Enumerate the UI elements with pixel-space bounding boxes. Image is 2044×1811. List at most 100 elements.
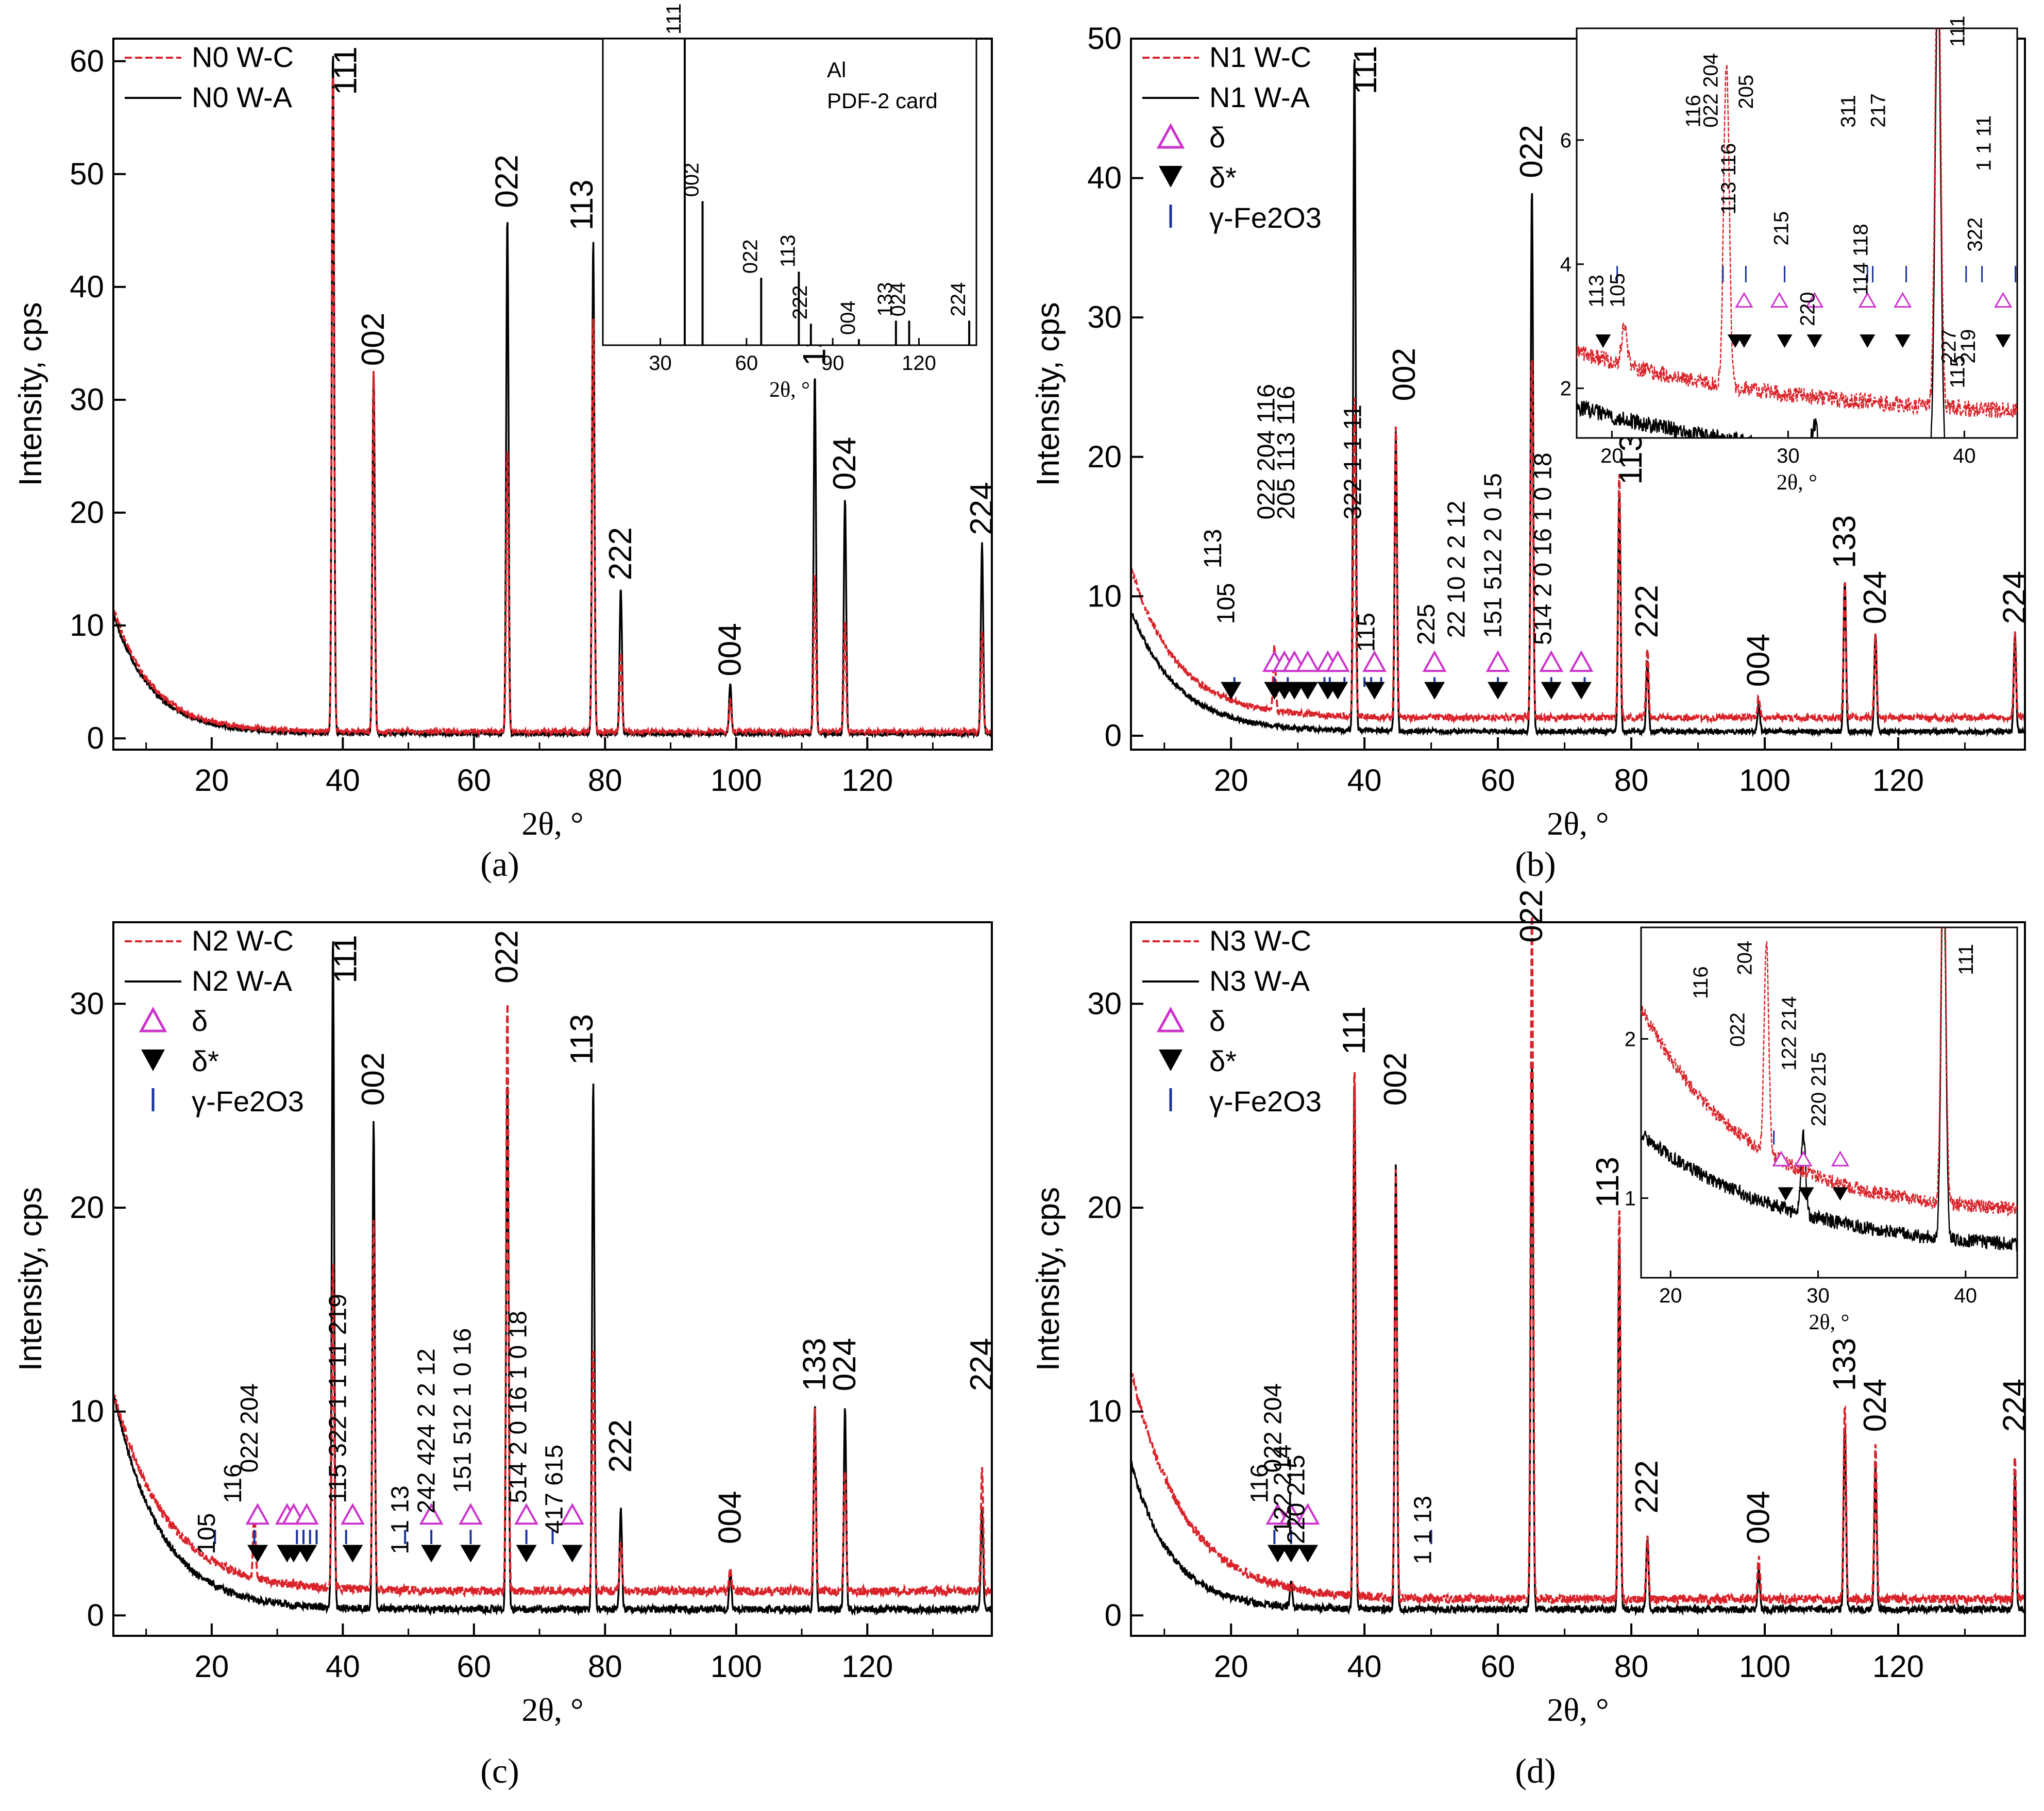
chart-panel-1: 20 40 60 80 100 120 0 10 20 30 40 50 2θ, ° Intensity,… (1031, 15, 2033, 842)
delta-star-marker (283, 1545, 304, 1563)
peak-label: 004 (712, 1491, 748, 1544)
legend-label: δ (1209, 121, 1225, 154)
delta-star-marker (296, 1545, 317, 1563)
inset-delta-marker (1858, 292, 1877, 308)
inset-y-tick-label: 2 (1625, 1028, 1636, 1051)
panel-label-c: (c) (480, 1751, 519, 1790)
legend-label: δ* (1209, 161, 1237, 194)
y-axis-label: Intensity, cps (1031, 302, 1066, 486)
inset-label: 115 (1946, 356, 1969, 388)
x-tick-label: 60 (457, 763, 491, 798)
inset-title: PDF-2 card (827, 89, 938, 113)
phase-label: 122 214 (1270, 1445, 1297, 1534)
inset-delta-marker (1805, 292, 1824, 308)
inset-label: 217 (1867, 93, 1890, 128)
delta-marker (560, 1503, 585, 1525)
inset-stick-label: 222 (789, 285, 812, 320)
chart-panel-2: 20 40 60 80 100 120 0 10 20 30 2θ, ° Intensity, cps… (13, 921, 1000, 1728)
inset-label: 116 (1682, 95, 1704, 128)
inset-x-tick-label: 30 (1777, 445, 1800, 467)
inset-frame (602, 38, 977, 346)
x-tick-label: 120 (1872, 1649, 1924, 1684)
peak-label: 022 (489, 930, 525, 983)
phase-label: 022 204 (236, 1383, 263, 1473)
inset-delta-star-marker (1595, 334, 1611, 348)
inset-x-tick-label: 20 (1659, 1284, 1682, 1307)
peak-label: 133 (1827, 1338, 1862, 1391)
y-tick-label: 60 (70, 44, 104, 78)
x-tick-label: 120 (841, 763, 893, 798)
panel-label-d: (d) (1515, 1751, 1556, 1790)
legend-label: N1 W-A (1209, 81, 1310, 113)
delta-marker (514, 1503, 538, 1525)
peak-label: 002 (1387, 348, 1422, 401)
peak-label: 004 (1741, 1491, 1776, 1544)
inset-delta-marker (1831, 1150, 1850, 1166)
delta-star-marker (342, 1545, 363, 1563)
inset-label: 113 (1585, 275, 1608, 308)
inset-stick-label: 004 (837, 300, 859, 335)
y-tick-label: 10 (70, 1394, 104, 1429)
x-tick-label: 120 (1872, 763, 1924, 798)
inset-label: 220 215 (1807, 1052, 1830, 1127)
y-axis-label: Intensity, cps (13, 1187, 48, 1371)
phase-label: 116 (219, 1464, 247, 1503)
inset-stick-label: 224 (947, 282, 970, 317)
y-tick-label: 10 (1087, 579, 1122, 613)
x-axis-label: 2θ, ° (1547, 805, 1609, 842)
inset-label: 114 118 (1849, 224, 1872, 295)
phase-label: 115 322 1 1 11 219 (325, 1294, 352, 1503)
phase-label: 113 (1200, 529, 1227, 569)
delta-marker (1295, 1503, 1320, 1525)
x-axis-label: 2θ, ° (521, 805, 583, 842)
series-line-n3-w-c (1130, 916, 2026, 1607)
delta-marker (1485, 650, 1510, 672)
legend-label: δ* (1209, 1045, 1237, 1077)
inset-delta-star-marker (1777, 334, 1793, 348)
x-tick-label: 40 (326, 1649, 360, 1684)
inset-x-tick-label: 40 (1954, 1284, 1978, 1307)
peak-label: 224 (1997, 571, 2033, 624)
inset-label: 220 (1797, 292, 1819, 326)
legend-delta-star-marker (1159, 1050, 1183, 1071)
delta-marker (1279, 1503, 1304, 1525)
delta-star-marker (1297, 1545, 1319, 1563)
peak-label: 002 (356, 1053, 391, 1106)
legend-label: N0 W-C (192, 41, 294, 73)
peak-label: 024 (827, 437, 863, 490)
phase-label: 115 (1353, 613, 1380, 652)
inset-label: 022 204 (1700, 53, 1722, 128)
peak-label: 222 (603, 527, 638, 580)
inset-x-tick-label: 60 (735, 352, 758, 375)
legend-delta-star-marker (141, 1050, 165, 1071)
peak-label: 222 (603, 1419, 638, 1473)
phase-label: 105 (193, 1513, 221, 1554)
inset-label: 111 (1955, 944, 1978, 975)
inset-delta-star-marker (1778, 1187, 1794, 1201)
inset-delta-star-marker (1806, 334, 1822, 348)
y-tick-label: 20 (1087, 439, 1122, 474)
y-tick-label: 30 (70, 382, 104, 417)
x-tick-label: 100 (711, 763, 762, 798)
delta-star-marker (1541, 682, 1562, 700)
legend-label: δ* (192, 1045, 219, 1077)
legend-label: δ (192, 1005, 208, 1037)
x-tick-label: 20 (1214, 1649, 1248, 1684)
peak-label: 004 (712, 623, 748, 676)
chart-panel-0: 20 40 60 80 100 120 0 10 20 30 40 50 60 2θ, ° Intensit… (13, 3, 1000, 842)
inset-delta-marker (1794, 1150, 1813, 1166)
y-tick-label: 20 (70, 495, 104, 530)
inset-label: 111 (1946, 15, 1969, 47)
panel-label-a: (a) (480, 844, 519, 884)
inset-series-line (1641, 927, 2017, 1251)
y-tick-label: 0 (87, 721, 104, 755)
peak-label: 024 (1857, 1379, 1893, 1432)
delta-star-marker (1570, 682, 1592, 700)
phase-label: 1 1 13 (387, 1485, 414, 1554)
x-axis-label: 2θ, ° (1547, 1691, 1609, 1728)
inset-y-tick-label: 6 (1560, 129, 1572, 152)
inset-label: 322 (1964, 217, 1987, 252)
phase-label: 151 512 1 0 16 (449, 1328, 476, 1493)
inset-title: Al (827, 58, 846, 82)
phase-label: 514 2 0 16 1 0 18 (1530, 452, 1557, 645)
